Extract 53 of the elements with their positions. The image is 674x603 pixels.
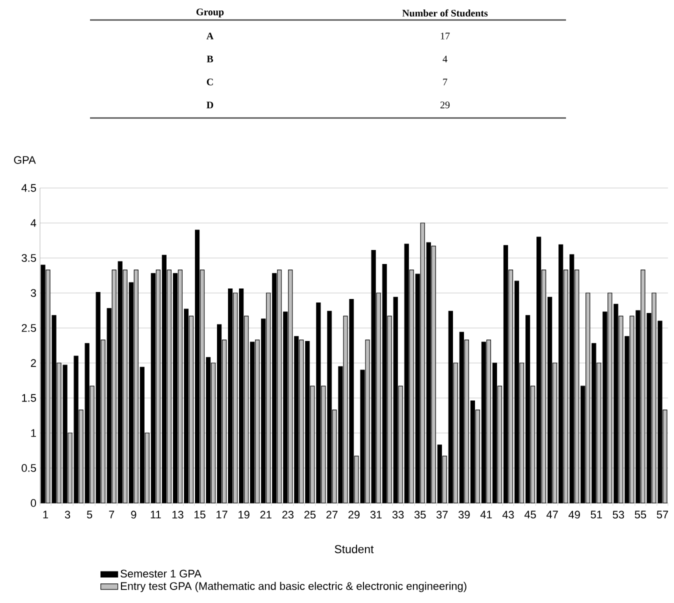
y-tick-label: 3.5	[22, 254, 36, 262]
text: C	[206, 78, 213, 86]
x-tick-label: 13	[172, 510, 184, 519]
x-tick-label: 17	[216, 510, 228, 518]
x-tick-label: 19	[238, 510, 250, 519]
x-tick-label: 21	[260, 510, 272, 518]
x-tick-label: 37	[436, 510, 448, 519]
x-tick-label: 39	[458, 510, 470, 519]
y-tick-label: 4	[30, 219, 36, 227]
text: 29	[440, 102, 450, 108]
text: B	[206, 56, 214, 62]
x-tick-label: 35	[414, 510, 426, 519]
y-tick-label: 0	[30, 499, 36, 507]
y-tick-label: 1.5	[22, 394, 36, 402]
y-tick-label: 0.5	[22, 464, 36, 472]
x-tick-label: 53	[612, 510, 624, 519]
x-tick-label: 33	[392, 510, 404, 519]
y-tick-label: 3	[30, 289, 36, 297]
legend-label: Semester 1 GPA	[120, 570, 202, 578]
x-tick-label: 7	[109, 510, 114, 518]
x-axis-title: Student	[334, 544, 374, 554]
y-tick-label: 1	[31, 429, 36, 437]
x-tick-label: 3	[64, 510, 70, 519]
x-tick-label: 41	[480, 510, 492, 518]
x-tick-label: 45	[524, 510, 536, 518]
x-tick-label: 11	[150, 510, 161, 518]
y-tick-label: 4.5	[21, 184, 36, 192]
x-tick-label: 1	[43, 510, 48, 518]
y-tick-label: 2	[30, 359, 36, 367]
legend-label: Entry test GPA (Mathematic and basic electric & electronic engineering)	[120, 582, 466, 592]
x-tick-label: 47	[546, 510, 558, 518]
text: Group	[196, 8, 224, 18]
text: A	[206, 32, 214, 40]
text: 7	[443, 78, 448, 86]
text: 17	[440, 32, 450, 40]
x-tick-label: 55	[634, 510, 646, 518]
x-tick-label: 15	[194, 510, 206, 518]
y-axis-title: GPA	[14, 156, 36, 164]
x-tick-label: 27	[326, 510, 338, 518]
text: Number of Students	[402, 9, 488, 17]
x-tick-label: 57	[656, 510, 668, 518]
y-tick-label: 2.5	[22, 324, 36, 332]
x-tick-label: 9	[131, 510, 136, 519]
x-tick-label: 51	[590, 510, 602, 518]
x-tick-label: 43	[502, 510, 514, 519]
x-tick-label: 25	[304, 510, 316, 519]
x-tick-label: 49	[568, 510, 580, 519]
x-tick-label: 5	[86, 510, 92, 518]
x-tick-label: 31	[370, 510, 382, 519]
x-tick-label: 23	[282, 510, 294, 519]
text: 4	[442, 56, 448, 62]
x-tick-label: 29	[348, 510, 360, 519]
text: D	[206, 102, 214, 108]
